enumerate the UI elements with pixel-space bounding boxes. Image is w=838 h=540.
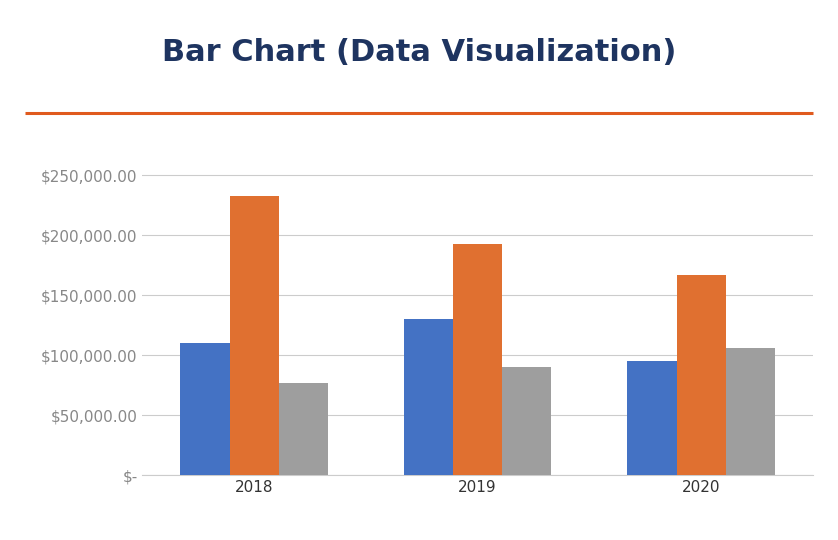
- Bar: [502, 367, 551, 475]
- Bar: [279, 383, 328, 475]
- Bar: [180, 343, 230, 475]
- Bar: [676, 275, 726, 475]
- Bar: [230, 195, 279, 475]
- Bar: [404, 319, 453, 475]
- Bar: [726, 348, 775, 475]
- Bar: [453, 244, 502, 475]
- Bar: [628, 361, 676, 475]
- Text: Bar Chart (Data Visualization): Bar Chart (Data Visualization): [162, 38, 676, 67]
